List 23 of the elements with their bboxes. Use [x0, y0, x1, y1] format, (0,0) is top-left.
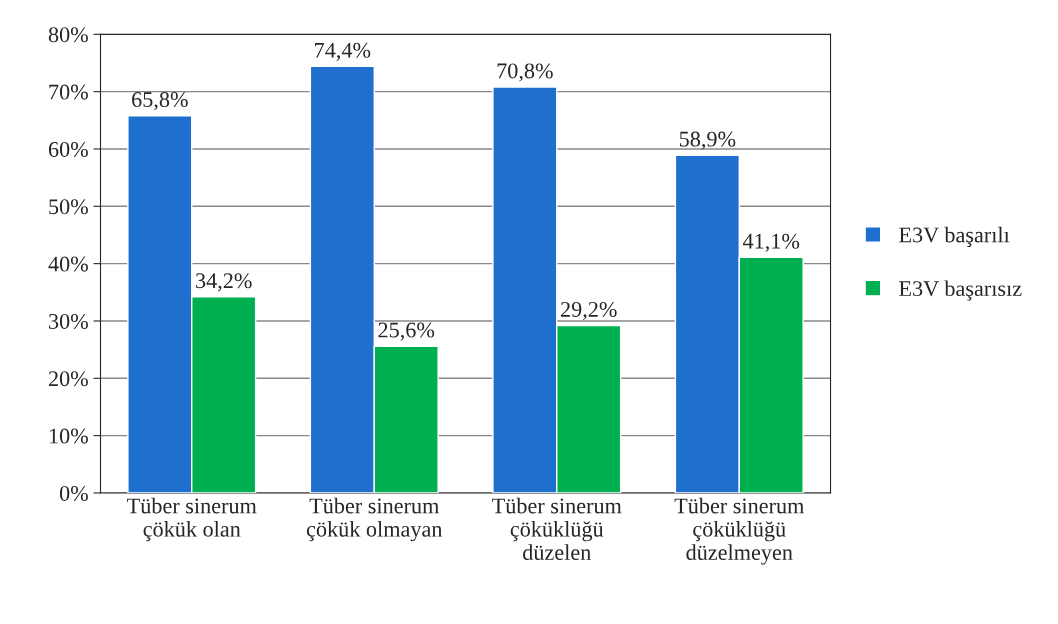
- y-tick-label: 0%: [59, 485, 88, 501]
- data-label: 65,8%: [132, 92, 188, 111]
- x-tick-label: Tüber sinerum çökük olmayan: [306, 497, 443, 542]
- y-tick-label: 70%: [49, 84, 88, 100]
- data-label: 58,9%: [679, 131, 736, 150]
- x-tick-label: Tüber sinerum çökük olan: [127, 497, 257, 542]
- data-label: 74,4%: [315, 42, 371, 61]
- data-label: 70,8%: [497, 63, 553, 82]
- x-tick-label: Tüber sinerum çöküklüğü düzelmeyen: [674, 497, 805, 565]
- data-label: 25,6%: [378, 322, 435, 341]
- data-label: 34,2%: [196, 273, 252, 292]
- y-tick-label: 20%: [48, 371, 88, 387]
- y-tick-label: 60%: [48, 141, 88, 157]
- data-label: 41,1%: [742, 233, 800, 252]
- data-label: 29,2%: [560, 301, 617, 321]
- x-tick-label: Tüber sinerum çöküklüğü düzelen: [492, 497, 622, 560]
- legend-label: E3V başarısız: [899, 280, 1022, 301]
- y-tick-label: 80%: [48, 27, 88, 43]
- legend-label: E3V başarılı: [899, 226, 1010, 247]
- y-tick-label: 50%: [49, 199, 88, 215]
- y-tick-label: 40%: [48, 256, 88, 272]
- y-tick-label: 30%: [49, 313, 88, 329]
- y-tick-label: 10%: [49, 428, 88, 444]
